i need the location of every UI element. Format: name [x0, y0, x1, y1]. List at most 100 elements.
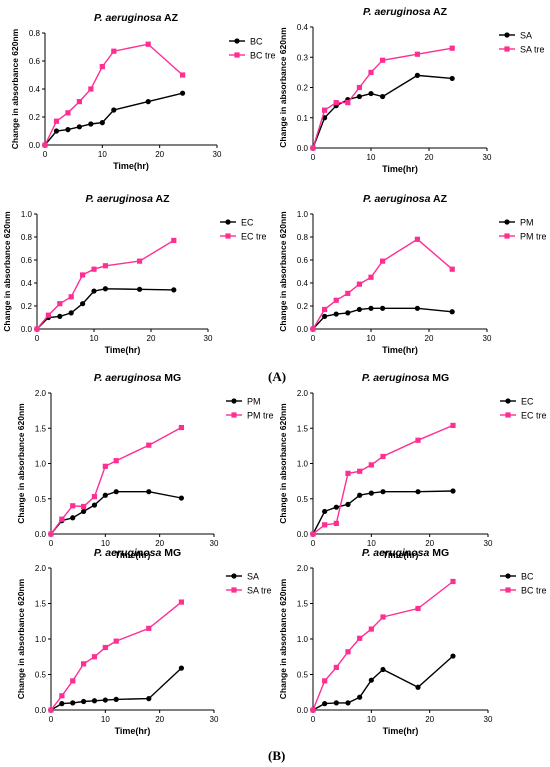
y-tick-label: 0.0: [35, 530, 47, 539]
data-point: [333, 700, 339, 706]
legend-marker: [505, 587, 511, 593]
chart-8: P. aeruginosa MG 0.0 0.5 1.0 1.5 2.0 0 10 20 30 Ti…: [278, 547, 547, 736]
chart-title-strain: AZ: [153, 193, 170, 205]
chart-5: P. aeruginosa MG 0.0 0.5 1.0 1.5 2.0 0 10 20 30 Ti…: [16, 372, 274, 560]
y-axis-label: Change in absorbance 620nm: [2, 211, 12, 332]
legend-label: EC tre: [241, 232, 267, 242]
series-line-1: [44, 92, 183, 146]
legend-label: BC: [250, 37, 263, 47]
data-point: [356, 93, 362, 100]
y-tick-label: 0.6: [297, 256, 309, 265]
legend-marker: [504, 46, 510, 52]
chart-2: P. aeruginosa AZ 0.0 0.1 0.2 0.3 0.4 0 10 20 30 Ti…: [278, 6, 545, 174]
data-point: [449, 266, 455, 272]
chart-title: P. aeruginosa MG: [362, 547, 449, 559]
y-tick-label: 0.4: [297, 279, 309, 288]
data-point: [380, 453, 386, 460]
y-tick-label: 0.0: [297, 144, 309, 153]
data-point: [380, 258, 386, 264]
x-tick-label: 30: [204, 334, 213, 343]
data-point: [102, 286, 108, 292]
data-point: [76, 124, 82, 130]
y-tick-label: 0.8: [21, 233, 33, 242]
chart-title-strain: MG: [161, 372, 181, 384]
data-point: [415, 605, 421, 612]
legend-marker: [231, 398, 237, 404]
chart-title-strain: MG: [429, 372, 449, 384]
series-line-1: [50, 491, 182, 535]
data-point: [48, 531, 54, 537]
data-point: [88, 86, 94, 92]
x-axis-label: Time(hr): [115, 550, 151, 560]
x-tick-label: 30: [210, 715, 219, 724]
data-point: [102, 263, 108, 269]
data-point: [345, 310, 351, 316]
data-point: [450, 422, 456, 429]
legend-label: BC: [521, 572, 534, 582]
data-point: [99, 120, 105, 126]
chart-title-species: P. aeruginosa: [362, 372, 430, 384]
y-tick-label: 2.0: [35, 389, 47, 398]
y-tick-label: 0.4: [29, 85, 41, 94]
y-axis-label: Change in absorbance 620nm: [10, 28, 20, 149]
legend-label: EC: [241, 218, 254, 228]
data-point: [146, 625, 152, 631]
data-point: [102, 463, 108, 469]
data-point: [322, 313, 328, 319]
data-point: [380, 93, 386, 100]
data-point: [111, 48, 117, 54]
data-point: [356, 306, 362, 313]
x-tick-label: 20: [155, 715, 164, 724]
x-tick-label: 30: [210, 539, 219, 548]
legend-marker: [504, 219, 510, 225]
data-point: [345, 290, 351, 296]
chart-title-strain: MG: [429, 547, 449, 559]
x-tick-label: 20: [425, 334, 434, 343]
series-line-1: [312, 74, 453, 149]
data-point: [91, 288, 97, 294]
y-axis-label: Change in absorbance 620nm: [278, 27, 288, 148]
y-tick-label: 0.5: [35, 671, 47, 680]
legend-label: BC tre: [521, 586, 547, 596]
x-tick-label: 10: [98, 150, 107, 159]
y-tick-label: 1.0: [297, 210, 309, 219]
data-point: [357, 694, 363, 700]
series-line-2: [312, 424, 454, 535]
series-line-1: [312, 490, 454, 535]
chart-title-strain: AZ: [430, 6, 447, 18]
y-tick-label: 0.6: [21, 256, 33, 265]
data-point: [310, 145, 316, 151]
data-point: [145, 99, 151, 105]
x-tick-label: 30: [483, 334, 492, 343]
y-tick-label: 0.2: [21, 302, 33, 311]
data-point: [88, 121, 94, 127]
data-point: [146, 696, 152, 702]
y-tick-label: 0.0: [29, 141, 41, 150]
data-point: [356, 281, 362, 287]
data-point: [449, 45, 455, 51]
x-tick-label: 0: [35, 334, 40, 343]
chart-6: P. aeruginosa MG 0.0 0.5 1.0 1.5 2.0 0 10 20 30 Ti…: [278, 372, 547, 560]
data-point: [414, 305, 420, 311]
data-point: [68, 294, 74, 300]
legend-marker: [231, 412, 237, 418]
y-tick-label: 0.8: [29, 29, 41, 38]
legend-marker: [504, 32, 510, 38]
legend-label: EC tre: [521, 411, 547, 421]
chart-title-species: P. aeruginosa: [362, 547, 430, 559]
data-point: [178, 665, 184, 671]
data-point: [113, 638, 119, 644]
legend-marker: [505, 573, 511, 579]
data-point: [171, 287, 177, 293]
data-point: [380, 57, 386, 63]
y-tick-label: 1.5: [35, 424, 47, 433]
data-point: [59, 693, 65, 699]
legend-marker: [505, 412, 511, 418]
y-tick-label: 0.4: [21, 279, 33, 288]
data-point: [368, 490, 374, 496]
x-axis-label: Time(hr): [383, 726, 419, 736]
data-point: [333, 504, 339, 510]
data-point: [310, 707, 316, 713]
data-point: [357, 635, 363, 641]
